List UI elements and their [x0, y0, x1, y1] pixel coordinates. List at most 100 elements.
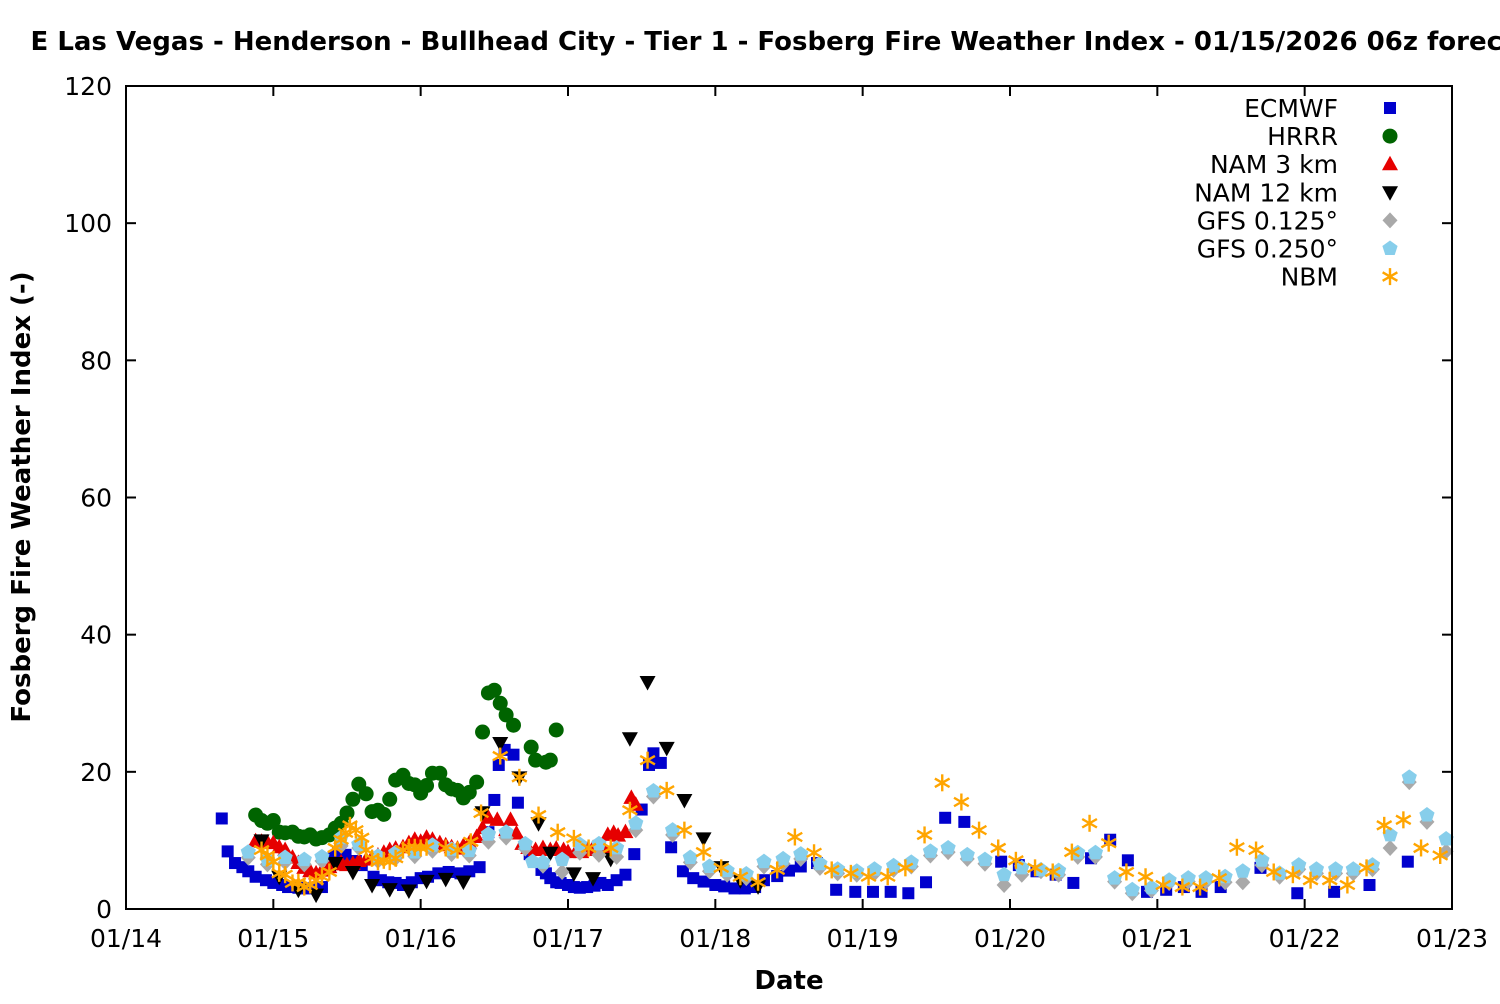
- x-tick-label: 01/23: [1416, 924, 1488, 953]
- data-point: [756, 854, 771, 868]
- data-point: [250, 871, 262, 883]
- data-point: [487, 683, 502, 698]
- data-point: [475, 725, 490, 740]
- x-tick-label: 01/16: [385, 924, 457, 953]
- x-tick-label: 01/14: [90, 924, 162, 953]
- data-point: [524, 740, 539, 755]
- data-point: [1363, 879, 1375, 891]
- data-point: [867, 886, 879, 898]
- data-point: [923, 843, 938, 857]
- data-point: [1088, 845, 1103, 859]
- data-point: [382, 883, 398, 898]
- data-point: [939, 812, 951, 824]
- data-point: [216, 812, 228, 824]
- data-point: [995, 856, 1007, 868]
- data-point: [463, 865, 475, 877]
- y-tick-label: 60: [80, 484, 112, 513]
- data-point: [885, 886, 897, 898]
- data-point: [359, 786, 374, 801]
- data-point: [958, 816, 970, 828]
- data-point: [506, 718, 521, 733]
- data-point: [920, 876, 932, 888]
- data-point: [659, 742, 675, 757]
- legend-marker-diamond-icon: [1383, 212, 1398, 228]
- data-point: [1125, 882, 1140, 896]
- legend-label: NBM: [1281, 263, 1338, 292]
- data-point: [677, 865, 689, 877]
- data-point: [549, 722, 564, 737]
- data-point: [997, 867, 1012, 881]
- y-tick-label: 80: [80, 346, 112, 375]
- data-point: [830, 884, 842, 896]
- data-point: [977, 852, 992, 866]
- data-point: [655, 757, 667, 769]
- x-tick-label: 01/17: [532, 924, 604, 953]
- legend-item-nam-3-km: NAM 3 km: [1210, 150, 1398, 179]
- data-point: [1383, 840, 1398, 856]
- data-point: [314, 849, 329, 863]
- data-point: [622, 732, 638, 747]
- legend-item-nbm: NBM: [1281, 263, 1398, 292]
- data-point: [1402, 856, 1414, 868]
- legend-marker-triangle-up-icon: [1382, 156, 1398, 171]
- x-tick-label: 01/20: [974, 924, 1046, 953]
- y-tick-label: 120: [64, 72, 112, 101]
- data-point: [499, 824, 514, 838]
- data-point: [488, 794, 500, 806]
- data-point: [640, 676, 656, 691]
- data-point: [1067, 877, 1079, 889]
- data-point: [1107, 870, 1122, 884]
- legend-marker-pentagon-icon: [1382, 241, 1397, 255]
- data-point: [665, 841, 677, 853]
- data-point: [507, 749, 519, 761]
- data-point: [849, 886, 861, 898]
- x-tick-label: 01/19: [827, 924, 899, 953]
- data-point: [512, 797, 524, 809]
- data-point: [376, 807, 391, 822]
- data-point: [493, 759, 505, 771]
- data-point: [619, 869, 631, 881]
- x-tick-label: 01/15: [237, 924, 309, 953]
- y-tick-label: 40: [80, 621, 112, 650]
- legend-label: GFS 0.250°: [1197, 235, 1338, 264]
- data-point: [683, 850, 698, 864]
- legend-item-hrrr: HRRR: [1267, 122, 1397, 151]
- data-point: [718, 880, 730, 892]
- data-point: [382, 792, 397, 807]
- data-point: [474, 861, 486, 873]
- y-tick-label: 100: [64, 209, 112, 238]
- legend-label: NAM 12 km: [1194, 178, 1338, 207]
- x-tick-label: 01/18: [679, 924, 751, 953]
- data-point: [793, 846, 808, 860]
- data-point: [340, 805, 355, 820]
- data-point: [1122, 854, 1134, 866]
- y-axis-label: Fosberg Fire Weather Index (-): [7, 271, 37, 722]
- series-ecmwf: [216, 744, 1414, 899]
- data-point: [1402, 769, 1417, 783]
- legend-item-nam-12-km: NAM 12 km: [1194, 178, 1398, 207]
- x-tick-label: 01/21: [1121, 924, 1193, 953]
- data-point: [646, 783, 661, 797]
- data-point: [469, 775, 484, 790]
- legend-item-gfs-0-125-: GFS 0.125°: [1197, 206, 1398, 235]
- data-point: [438, 873, 454, 888]
- data-point: [1346, 861, 1361, 875]
- data-point: [941, 840, 956, 854]
- data-point: [401, 884, 417, 899]
- legend-label: ECMWF: [1244, 94, 1338, 123]
- chart-title: E Las Vegas - Henderson - Bullhead City …: [31, 27, 1500, 57]
- data-point: [543, 753, 558, 768]
- x-axis-label: Date: [754, 966, 823, 996]
- data-point: [503, 811, 519, 826]
- data-point: [628, 848, 640, 860]
- data-point: [222, 845, 234, 857]
- data-point: [1291, 887, 1303, 899]
- legend-label: GFS 0.125°: [1197, 206, 1338, 235]
- data-point: [1235, 863, 1250, 877]
- data-point: [345, 792, 360, 807]
- y-tick-label: 20: [80, 758, 112, 787]
- data-point: [364, 879, 380, 894]
